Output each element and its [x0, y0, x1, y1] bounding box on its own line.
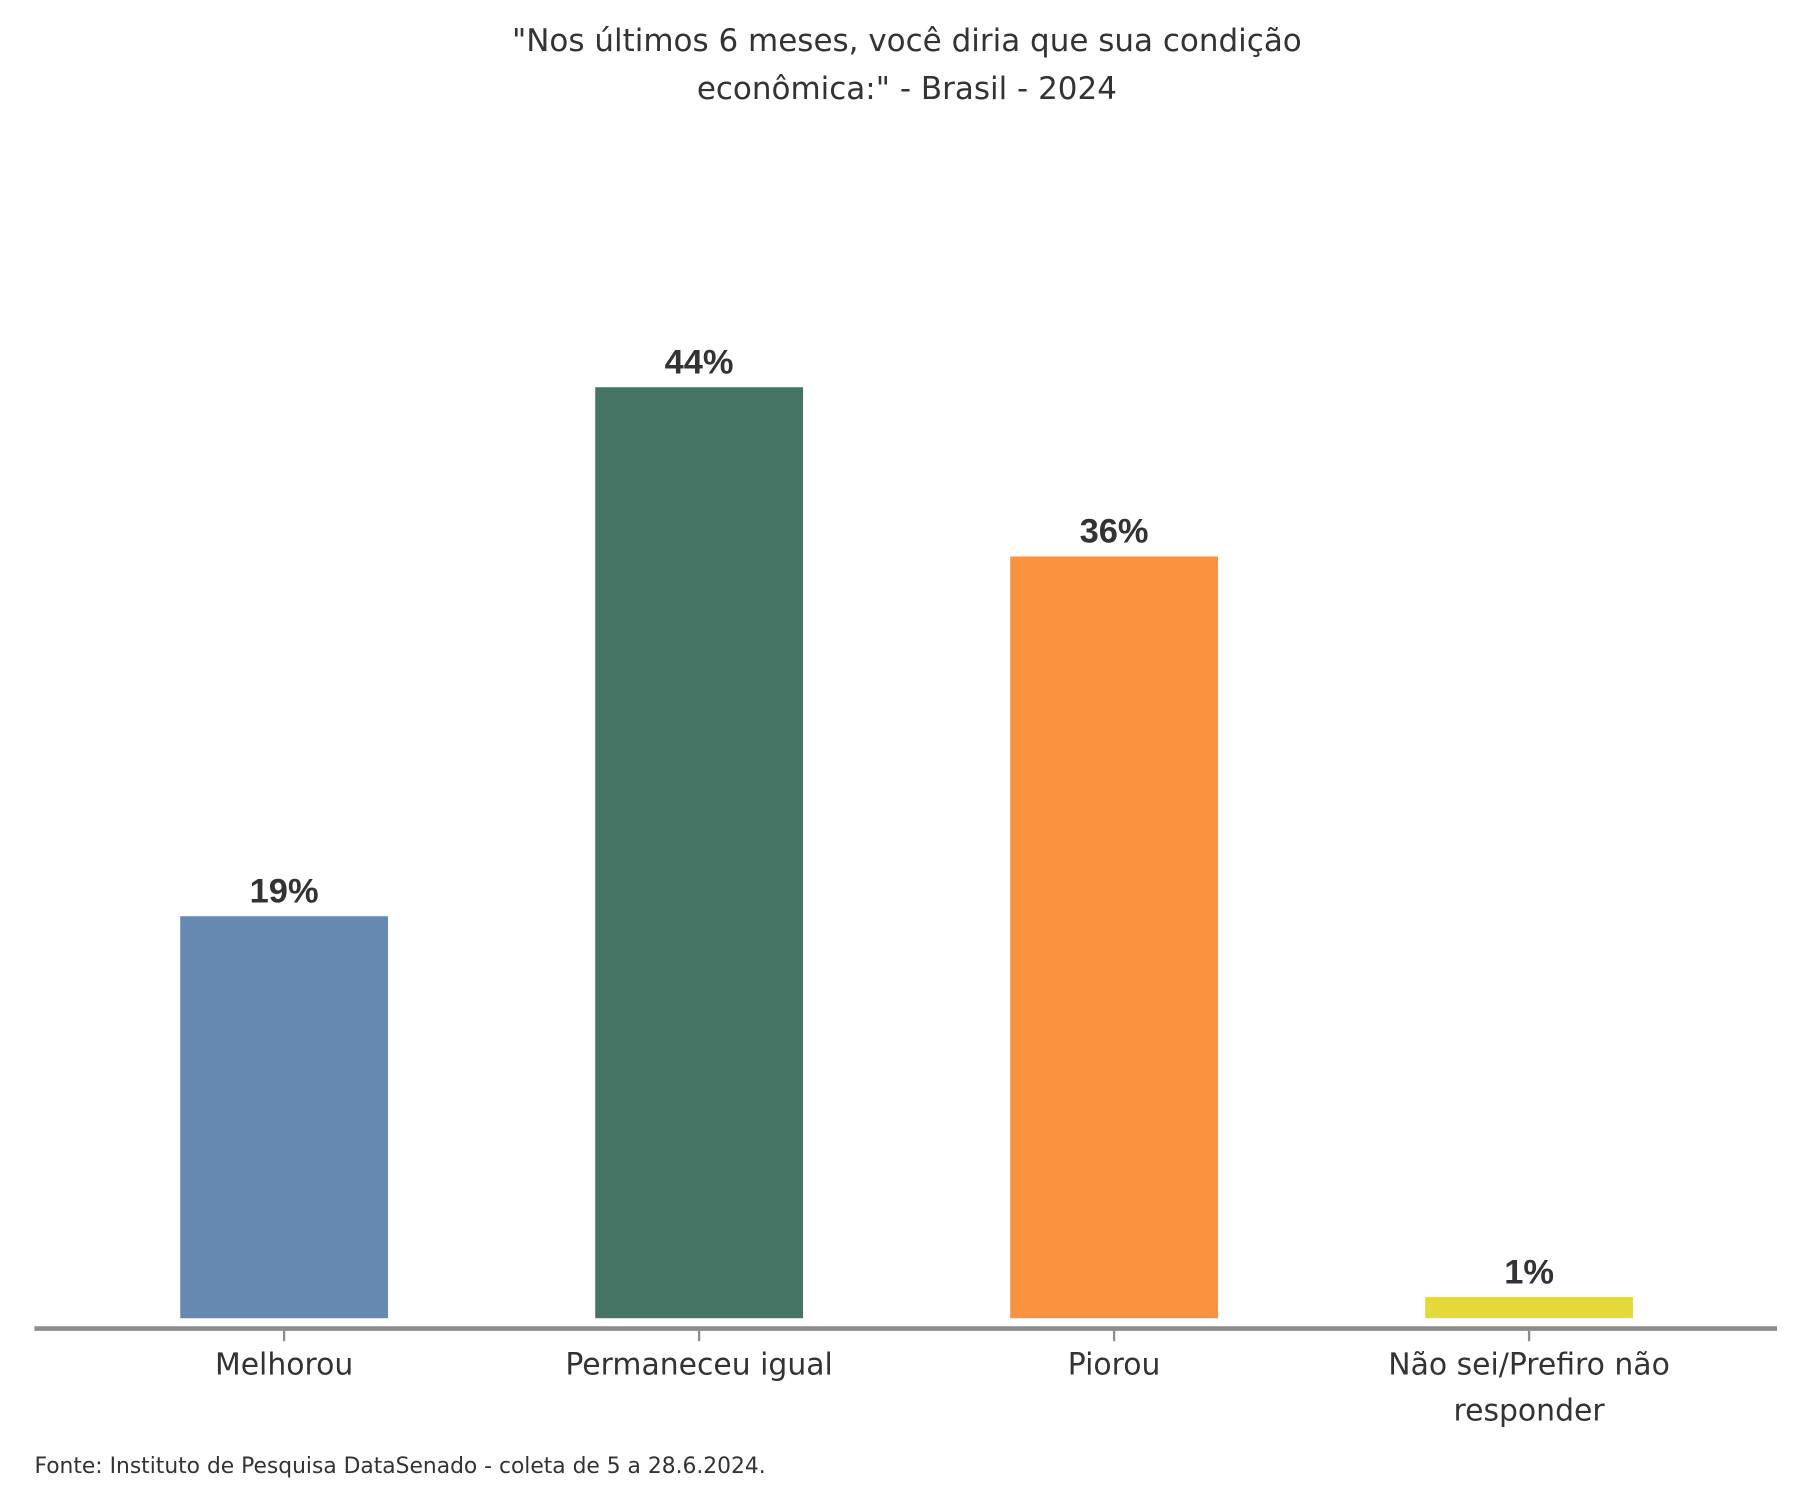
x-tick-label-2: Permaneceu igual	[565, 1347, 832, 1382]
x-tick-label-4: responder	[1454, 1393, 1606, 1428]
data-label-4: 1%	[1504, 1253, 1554, 1291]
bar-2	[595, 387, 803, 1319]
bar-1	[180, 916, 389, 1319]
x-tick-label-1: Melhorou	[215, 1347, 353, 1382]
data-label-3: 36%	[1080, 513, 1149, 551]
source-note: Fonte: Instituto de Pesquisa DataSenado …	[34, 1454, 765, 1479]
x-tick-label-4: Não sei/Prefiro não	[1388, 1347, 1670, 1382]
chart-title-line-2: econômica:" - Brasil - 2024	[697, 71, 1117, 107]
bar-3	[1010, 556, 1218, 1319]
chart-title-line-1: "Nos últimos 6 meses, você diria que sua…	[512, 23, 1302, 59]
data-label-2: 44%	[665, 343, 734, 381]
bar-4	[1425, 1297, 1633, 1319]
x-tick-label-3: Piorou	[1068, 1347, 1161, 1382]
data-label-1: 19%	[250, 872, 319, 910]
